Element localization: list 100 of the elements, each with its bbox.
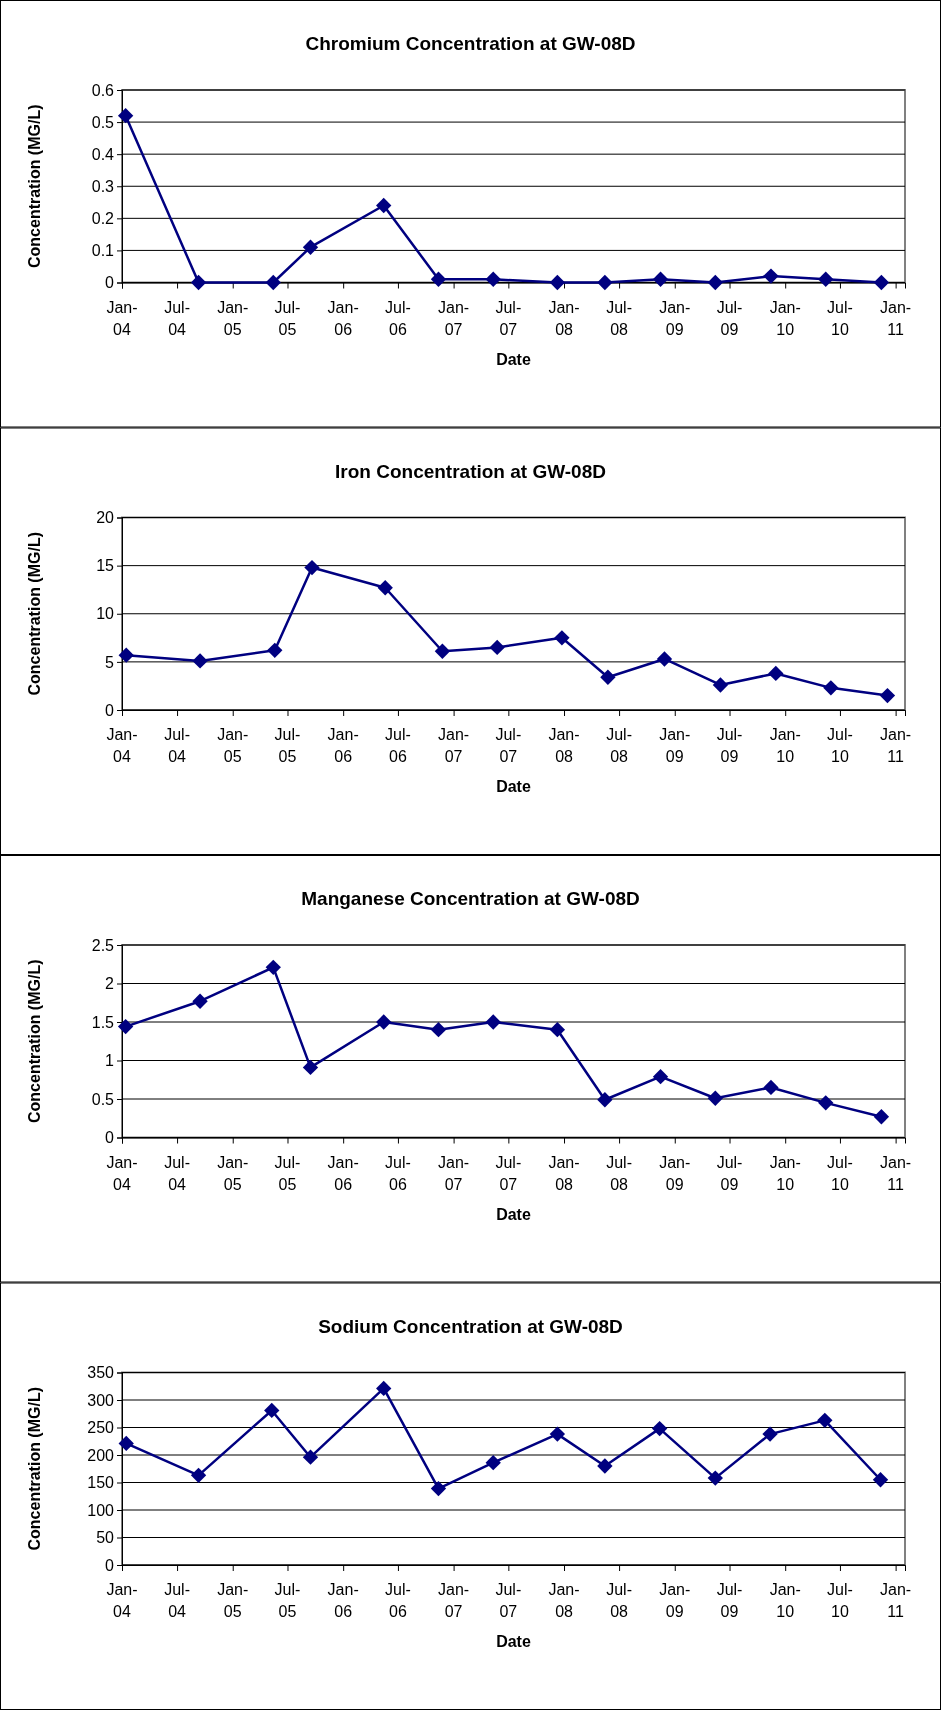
y-tick-label: 10 xyxy=(96,605,115,623)
x-tick-label: Jan-04 xyxy=(106,1581,138,1620)
x-tick-label: Jan-10 xyxy=(769,298,801,338)
point xyxy=(656,651,673,667)
x-tick-label: Jul-04 xyxy=(164,1581,190,1620)
point xyxy=(304,559,320,576)
x-tick-label: Jan-11 xyxy=(880,726,912,765)
x-tick-label: Jul-06 xyxy=(385,1581,411,1620)
point xyxy=(485,1014,501,1030)
point xyxy=(768,665,784,682)
y-tick-label: 0.3 xyxy=(91,177,115,195)
x-tick-label: Jul-09 xyxy=(716,726,743,765)
x-tick-label: Jan-08 xyxy=(548,298,580,338)
x-tick-label: Jan-10 xyxy=(769,726,801,765)
point xyxy=(707,1090,723,1106)
x-tick-label: Jan-06 xyxy=(327,726,359,765)
chart-title: Sodium Concentration at GW-08D xyxy=(318,1315,623,1337)
x-axis-title: Date xyxy=(496,350,531,368)
y-tick-label: 0 xyxy=(105,274,115,292)
y-tick-label: 300 xyxy=(87,1391,115,1409)
x-tick-label: Jul-09 xyxy=(716,1581,743,1620)
y-tick-label: 20 xyxy=(96,509,115,527)
x-tick-label: Jul-07 xyxy=(495,1581,522,1620)
y-tick-label: 15 xyxy=(96,557,115,575)
point xyxy=(302,239,319,255)
point xyxy=(267,642,283,658)
x-tick-label: Jul-08 xyxy=(606,1153,632,1193)
point xyxy=(117,108,134,124)
point xyxy=(707,1470,723,1486)
x-tick-label: Jan-04 xyxy=(106,726,138,765)
y-tick-label: 1.5 xyxy=(91,1013,115,1031)
point xyxy=(118,647,134,663)
point xyxy=(873,1109,890,1125)
point xyxy=(265,274,281,291)
point xyxy=(600,669,616,685)
x-tick-label: Jan-06 xyxy=(327,1153,359,1193)
x-tick-label: Jan-06 xyxy=(327,298,359,338)
point xyxy=(818,1095,834,1111)
point xyxy=(302,1449,319,1465)
point xyxy=(873,274,890,291)
x-tick-label: Jul-05 xyxy=(274,726,301,765)
point xyxy=(597,1092,613,1108)
y-tick-label: 1 xyxy=(105,1052,115,1070)
x-tick-label: Jan-08 xyxy=(548,1581,580,1620)
x-tick-label: Jul-08 xyxy=(606,726,632,765)
x-tick-label: Jul-04 xyxy=(164,726,190,765)
y-tick-label: 0.6 xyxy=(91,81,115,99)
y-axis-title: Concentration (MG/L) xyxy=(26,104,43,269)
y-axis-title: Concentration (MG/L) xyxy=(26,1386,43,1551)
point xyxy=(818,271,834,287)
point xyxy=(430,271,447,287)
y-tick-label: 0.5 xyxy=(91,1090,115,1108)
point xyxy=(302,1059,319,1076)
y-tick-label: 50 xyxy=(96,1529,115,1547)
point xyxy=(762,1426,778,1442)
point xyxy=(430,1480,447,1497)
y-tick-label: 0.5 xyxy=(91,113,115,131)
point xyxy=(549,1426,566,1442)
point xyxy=(652,1069,669,1085)
x-tick-label: Jan-07 xyxy=(438,1581,470,1620)
x-tick-label: Jul-07 xyxy=(495,726,522,765)
x-tick-label: Jul-06 xyxy=(385,726,411,765)
point xyxy=(554,630,570,646)
x-tick-label: Jul-10 xyxy=(827,298,853,338)
y-tick-label: 350 xyxy=(87,1364,115,1382)
y-tick-label: 0.4 xyxy=(91,145,115,163)
x-tick-label: Jul-06 xyxy=(385,298,411,338)
point xyxy=(118,1435,134,1452)
x-axis-title: Date xyxy=(496,778,531,795)
point xyxy=(117,1018,134,1035)
point xyxy=(823,680,839,696)
point xyxy=(651,1420,668,1437)
point xyxy=(597,274,613,291)
point xyxy=(707,274,723,291)
x-tick-label: Jan-07 xyxy=(438,726,470,765)
point xyxy=(652,271,669,287)
x-tick-label: Jan-09 xyxy=(659,726,691,765)
x-tick-label: Jan-10 xyxy=(769,1153,801,1193)
y-tick-label: 0 xyxy=(105,701,115,719)
x-tick-label: Jul-05 xyxy=(274,298,301,338)
x-tick-label: Jul-09 xyxy=(716,298,743,338)
x-tick-label: Jul-06 xyxy=(385,1153,411,1193)
y-tick-label: 2.5 xyxy=(91,936,115,954)
x-tick-label: Jan-04 xyxy=(106,298,138,338)
point xyxy=(376,1380,392,1397)
x-tick-label: Jul-08 xyxy=(606,298,632,338)
y-tick-label: 0.2 xyxy=(91,209,115,227)
x-tick-label: Jul-04 xyxy=(164,1153,190,1193)
point xyxy=(879,687,896,704)
y-tick-label: 200 xyxy=(87,1446,115,1464)
chart-title: Manganese Concentration at GW-08D xyxy=(301,888,640,909)
y-tick-label: 2 xyxy=(105,975,115,993)
x-tick-label: Jan-05 xyxy=(217,1153,249,1193)
point xyxy=(549,1022,566,1038)
point xyxy=(376,197,392,214)
y-tick-label: 0.1 xyxy=(91,242,115,260)
x-tick-label: Jan-04 xyxy=(106,1153,138,1193)
point xyxy=(190,1467,207,1484)
x-tick-label: Jan-11 xyxy=(880,1581,912,1620)
x-tick-label: Jul-10 xyxy=(827,1581,853,1620)
